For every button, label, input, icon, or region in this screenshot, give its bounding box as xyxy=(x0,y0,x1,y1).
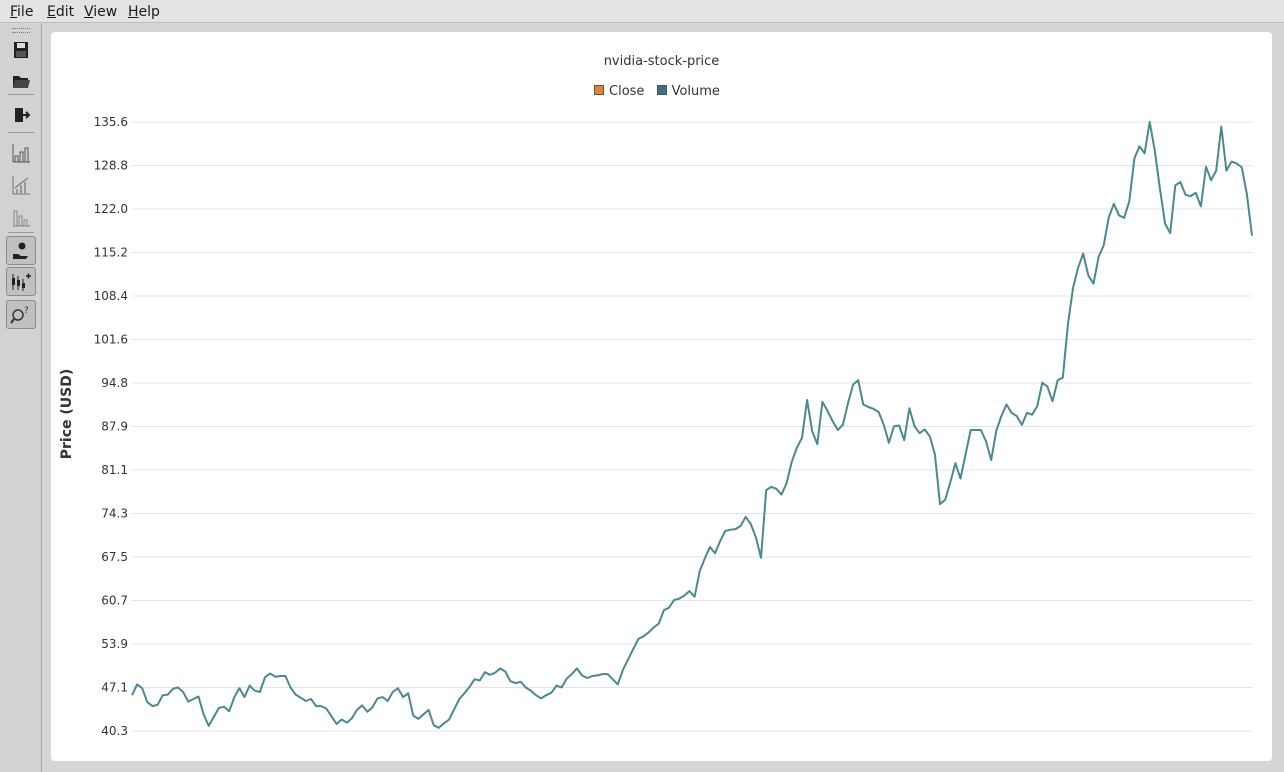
descending-chart-icon xyxy=(13,210,30,226)
legend-swatch-close xyxy=(594,85,604,95)
y-tick-label: 122.0 xyxy=(94,202,128,216)
y-tick-label: 101.6 xyxy=(94,333,128,347)
bar-chart-icon xyxy=(12,143,30,162)
legend-entry-volume[interactable]: Volume xyxy=(656,84,720,99)
toolbar-separator xyxy=(8,132,34,133)
candlestick-add-button[interactable] xyxy=(6,267,36,296)
y-tick-label: 128.8 xyxy=(94,159,128,173)
menu-file[interactable]: File xyxy=(10,4,34,20)
y-tick-label: 135.6 xyxy=(94,115,128,129)
legend-label-volume: Volume xyxy=(671,84,720,99)
exit-icon xyxy=(15,107,31,122)
series-line-close[interactable] xyxy=(131,121,1253,729)
descending-chart-button[interactable] xyxy=(6,202,36,231)
y-tick-label: 115.2 xyxy=(94,246,128,260)
legend-label-close: Close xyxy=(609,84,645,99)
menu-view[interactable]: View xyxy=(84,4,118,20)
exit-button[interactable] xyxy=(6,100,36,129)
save-icon xyxy=(14,41,28,58)
chart-legend: Close Volume xyxy=(594,84,728,99)
bar-chart-button[interactable] xyxy=(6,138,36,167)
save-button[interactable] xyxy=(6,35,36,64)
y-tick-label: 87.9 xyxy=(101,420,128,434)
menu-bar: File Edit View Help xyxy=(0,0,1284,23)
open-button[interactable] xyxy=(6,66,36,95)
chart-title: nvidia-stock-price xyxy=(603,54,720,69)
open-folder-icon xyxy=(13,75,30,88)
legend-entry-close[interactable]: Close xyxy=(594,84,644,99)
menu-help[interactable]: Help xyxy=(128,4,160,20)
candlestick-add-icon xyxy=(12,273,31,291)
search-help-icon: ? xyxy=(10,306,29,324)
legend-swatch-volume xyxy=(656,85,667,95)
y-tick-label: 40.3 xyxy=(101,724,128,738)
toolbar-separator xyxy=(8,232,34,233)
hand-coin-icon xyxy=(13,242,28,259)
y-tick-label: 60.7 xyxy=(101,594,128,608)
svg-text:?: ? xyxy=(24,306,29,316)
menu-edit[interactable]: Edit xyxy=(47,4,75,20)
y-tick-label: 108.4 xyxy=(94,289,128,303)
y-tick-label: 67.5 xyxy=(101,550,128,564)
y-tick-label: 81.1 xyxy=(101,463,128,477)
chart-panel: nvidia-stock-price Close Volume Price (U… xyxy=(51,32,1272,761)
y-tick-label: 47.1 xyxy=(101,681,128,695)
line-chart-icon xyxy=(12,175,30,194)
y-tick-label: 53.9 xyxy=(101,637,128,651)
toolbar: ? xyxy=(0,24,42,772)
hand-coin-button[interactable] xyxy=(6,236,36,265)
y-tick-label: 74.3 xyxy=(101,507,128,521)
toolbar-separator xyxy=(8,94,34,95)
y-tick-label: 94.8 xyxy=(101,376,128,390)
search-help-button[interactable]: ? xyxy=(6,300,36,329)
line-chart-button[interactable] xyxy=(6,170,36,199)
toolbar-grip[interactable] xyxy=(12,28,30,33)
plot-area[interactable]: 40.3 47.1 53.9 60.7 67.5 74.3 81.1 87.9 94.8 101.… xyxy=(51,32,1272,761)
